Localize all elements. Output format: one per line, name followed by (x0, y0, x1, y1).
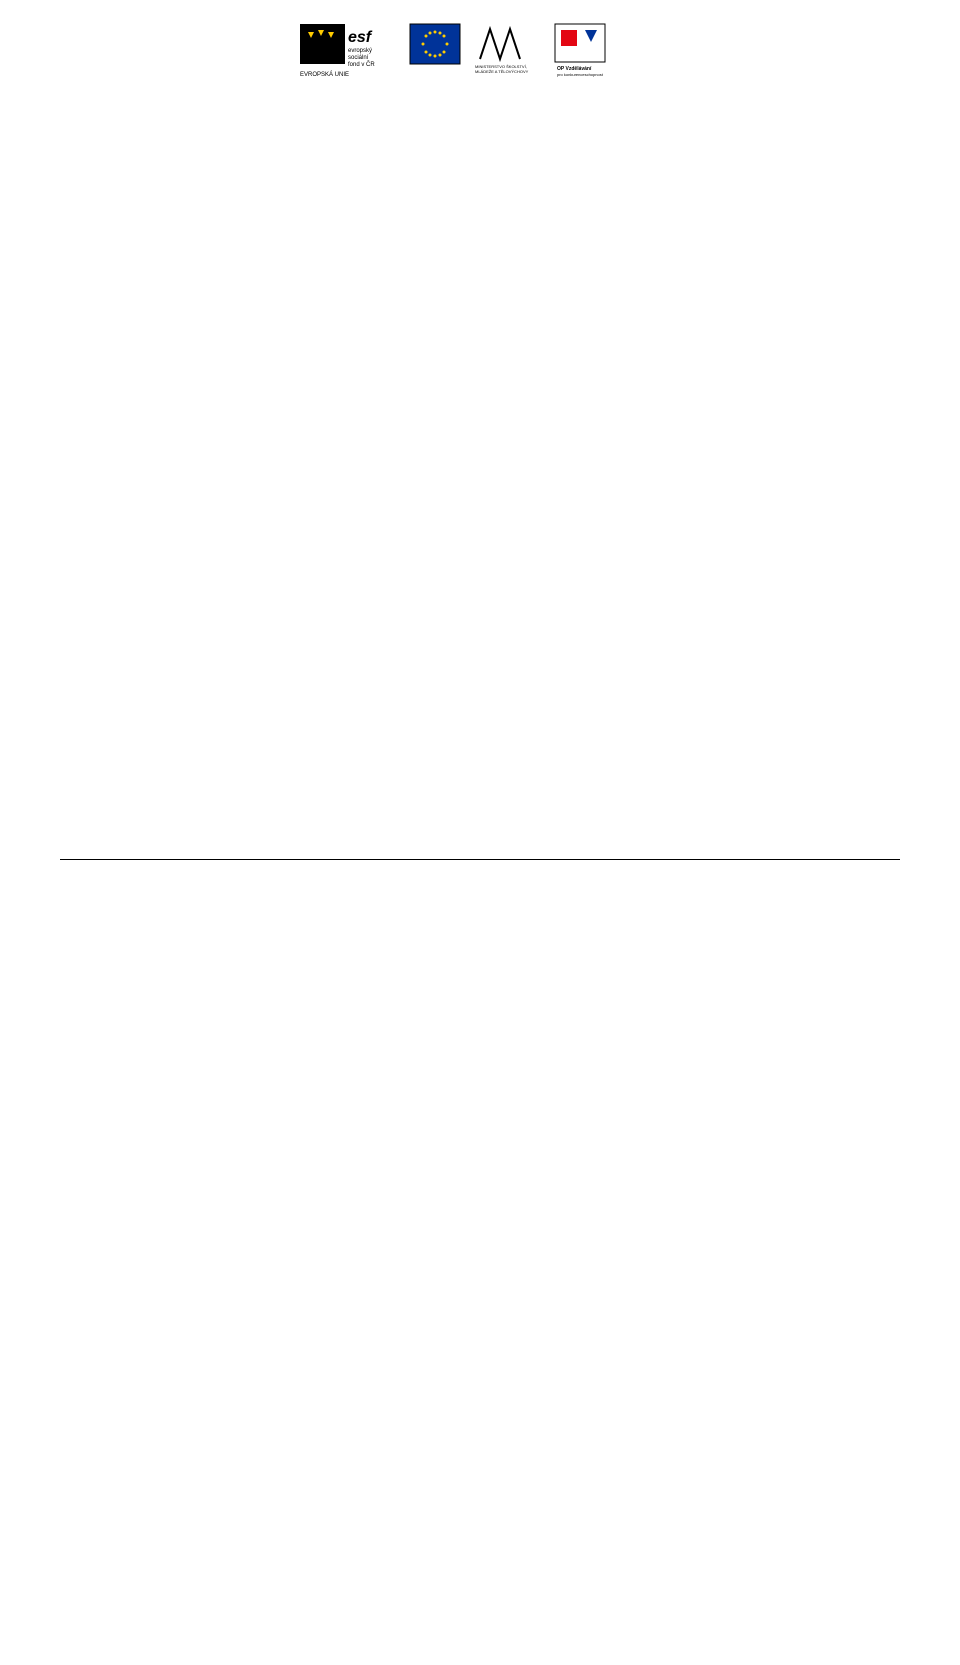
svg-text:evropský: evropský (348, 48, 372, 54)
figure-2 (60, 352, 900, 827)
logos-svg: esf evropský sociální fond v ČR EVROPSKÁ… (300, 20, 660, 80)
footer-text (60, 885, 900, 889)
svg-text:MLÁDEŽE A TĚLOVÝCHOVY: MLÁDEŽE A TĚLOVÝCHOVY (475, 69, 529, 74)
svg-text:EVROPSKÁ UNIE: EVROPSKÁ UNIE (300, 71, 349, 78)
svg-text:pro konkurenceschopnost: pro konkurenceschopnost (557, 72, 604, 77)
svg-text:sociální: sociální (348, 55, 369, 61)
svg-text:esf: esf (348, 29, 373, 46)
figure-1 (60, 103, 900, 338)
svg-text:fond v ČR: fond v ČR (348, 61, 375, 68)
figure-2-svg (100, 352, 860, 822)
footer-rule (60, 859, 900, 860)
figure-1-svg (310, 103, 650, 333)
header-logos: esf evropský sociální fond v ČR EVROPSKÁ… (60, 20, 900, 85)
